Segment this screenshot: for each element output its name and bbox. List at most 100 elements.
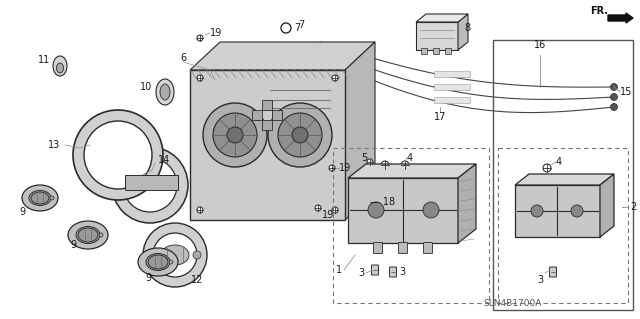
Text: 9: 9	[145, 273, 151, 283]
Text: 12: 12	[191, 275, 203, 285]
Circle shape	[143, 223, 207, 287]
Circle shape	[292, 127, 308, 143]
Polygon shape	[416, 14, 468, 22]
Circle shape	[531, 205, 543, 217]
Circle shape	[356, 198, 364, 206]
Circle shape	[332, 75, 338, 81]
Ellipse shape	[156, 79, 174, 105]
Text: 4: 4	[407, 153, 413, 163]
Polygon shape	[125, 175, 178, 190]
Circle shape	[197, 35, 203, 41]
Ellipse shape	[68, 221, 108, 249]
Ellipse shape	[76, 226, 100, 243]
Polygon shape	[458, 14, 468, 50]
Polygon shape	[600, 174, 614, 237]
Polygon shape	[345, 42, 375, 220]
Text: 11: 11	[38, 55, 50, 65]
Text: FR.: FR.	[590, 6, 608, 16]
FancyBboxPatch shape	[262, 120, 272, 130]
Polygon shape	[458, 164, 476, 243]
Polygon shape	[348, 164, 476, 178]
FancyBboxPatch shape	[416, 22, 458, 50]
Circle shape	[213, 113, 257, 157]
FancyBboxPatch shape	[515, 185, 600, 237]
Text: 14: 14	[158, 155, 170, 165]
Circle shape	[73, 110, 163, 200]
Text: 1: 1	[336, 265, 342, 275]
Text: 19: 19	[339, 163, 351, 173]
FancyBboxPatch shape	[433, 48, 439, 54]
Text: 7: 7	[294, 23, 300, 33]
Text: 19: 19	[210, 28, 222, 38]
Ellipse shape	[31, 192, 49, 204]
Text: SLN4B1700A: SLN4B1700A	[484, 299, 542, 308]
Polygon shape	[515, 174, 614, 185]
Ellipse shape	[56, 63, 63, 73]
Ellipse shape	[160, 84, 170, 100]
Circle shape	[543, 164, 551, 172]
FancyBboxPatch shape	[371, 265, 378, 275]
Text: 7: 7	[298, 20, 304, 30]
Text: 3: 3	[399, 267, 405, 277]
Text: — 18: — 18	[370, 197, 395, 207]
Circle shape	[84, 121, 152, 189]
Ellipse shape	[22, 185, 58, 211]
Text: 10: 10	[140, 82, 152, 92]
FancyArrow shape	[608, 13, 633, 23]
Circle shape	[123, 158, 177, 212]
Circle shape	[203, 103, 267, 167]
Circle shape	[112, 147, 188, 223]
Ellipse shape	[78, 228, 98, 242]
Circle shape	[193, 251, 201, 259]
Ellipse shape	[161, 245, 189, 265]
Text: 8: 8	[464, 23, 470, 33]
Circle shape	[611, 93, 618, 100]
FancyBboxPatch shape	[262, 100, 272, 110]
FancyBboxPatch shape	[435, 84, 470, 90]
Circle shape	[278, 113, 322, 157]
Ellipse shape	[169, 260, 173, 264]
Text: 4: 4	[556, 157, 562, 167]
Ellipse shape	[50, 196, 54, 200]
Circle shape	[197, 75, 203, 81]
FancyBboxPatch shape	[550, 267, 557, 277]
FancyBboxPatch shape	[435, 97, 470, 103]
Circle shape	[268, 103, 332, 167]
Circle shape	[571, 205, 583, 217]
Circle shape	[329, 165, 335, 171]
Text: 19: 19	[322, 210, 334, 220]
Circle shape	[332, 207, 338, 213]
Circle shape	[381, 161, 389, 169]
FancyBboxPatch shape	[390, 267, 397, 277]
Text: 9: 9	[19, 207, 25, 217]
Text: 5: 5	[361, 153, 367, 163]
Circle shape	[611, 84, 618, 91]
FancyBboxPatch shape	[190, 70, 345, 220]
Text: 15: 15	[620, 87, 632, 97]
Text: 16: 16	[534, 40, 546, 50]
Ellipse shape	[148, 255, 168, 269]
Text: 9: 9	[70, 240, 76, 250]
Text: 3: 3	[358, 268, 364, 278]
Circle shape	[153, 233, 197, 277]
FancyBboxPatch shape	[374, 242, 383, 254]
Circle shape	[315, 205, 321, 211]
Text: 3: 3	[537, 275, 543, 285]
FancyBboxPatch shape	[252, 110, 262, 120]
Circle shape	[367, 159, 373, 165]
Ellipse shape	[29, 190, 51, 205]
Ellipse shape	[138, 248, 178, 276]
FancyBboxPatch shape	[421, 48, 427, 54]
Ellipse shape	[53, 56, 67, 76]
Circle shape	[611, 103, 618, 110]
Ellipse shape	[146, 254, 170, 271]
FancyBboxPatch shape	[272, 110, 282, 120]
Circle shape	[401, 161, 409, 169]
Text: 2: 2	[630, 202, 636, 212]
Text: 13: 13	[48, 140, 60, 150]
FancyBboxPatch shape	[348, 178, 458, 243]
Text: 6: 6	[180, 53, 186, 63]
Circle shape	[197, 207, 203, 213]
Text: 17: 17	[434, 112, 446, 122]
Polygon shape	[190, 42, 375, 70]
